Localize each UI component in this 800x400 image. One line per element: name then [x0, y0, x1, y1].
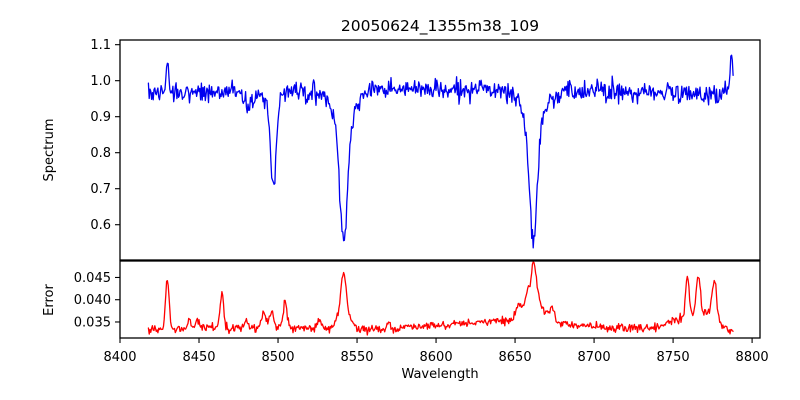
- x-tick-label: 8750: [657, 350, 690, 365]
- spectrum-y-tick-label: 0.9: [90, 110, 111, 125]
- spectrum-axes-frame: [119, 39, 761, 261]
- x-tick-label: 8800: [736, 350, 769, 365]
- plot-content: 8400 8450 8500 8550 8600 8650 8700 8750 8800 0.6 0…: [74, 38, 769, 365]
- x-axis-label: Wavelength: [401, 367, 478, 382]
- error-y-axis-label: Error: [42, 284, 57, 316]
- x-tick-label: 8400: [103, 350, 136, 365]
- error-y-tick-label: 0.045: [74, 271, 111, 286]
- spectrum-y-tick-label: 0.7: [90, 182, 111, 197]
- spectrum-y-tick-label: 0.8: [90, 146, 111, 161]
- error-y-tick-label: 0.040: [74, 293, 111, 308]
- chart-title: 20050624_1355m38_109: [341, 17, 539, 36]
- spectrum-y-tick-label: 1.1: [90, 38, 111, 53]
- error-y-tick-label: 0.035: [74, 315, 111, 330]
- spectrum-line: [147, 54, 734, 249]
- x-tick-label: 8500: [261, 350, 294, 365]
- x-tick-label: 8550: [340, 350, 373, 365]
- x-tick-label: 8650: [499, 350, 532, 365]
- x-tick-label: 8600: [420, 350, 453, 365]
- x-tick-label: 8700: [578, 350, 611, 365]
- spectrum-y-tick-label: 1.0: [90, 74, 111, 89]
- spectrum-y-tick-label: 0.6: [90, 218, 111, 233]
- spectrum-y-axis-label: Spectrum: [42, 119, 57, 182]
- error-line: [147, 261, 734, 336]
- x-tick-label: 8450: [182, 350, 215, 365]
